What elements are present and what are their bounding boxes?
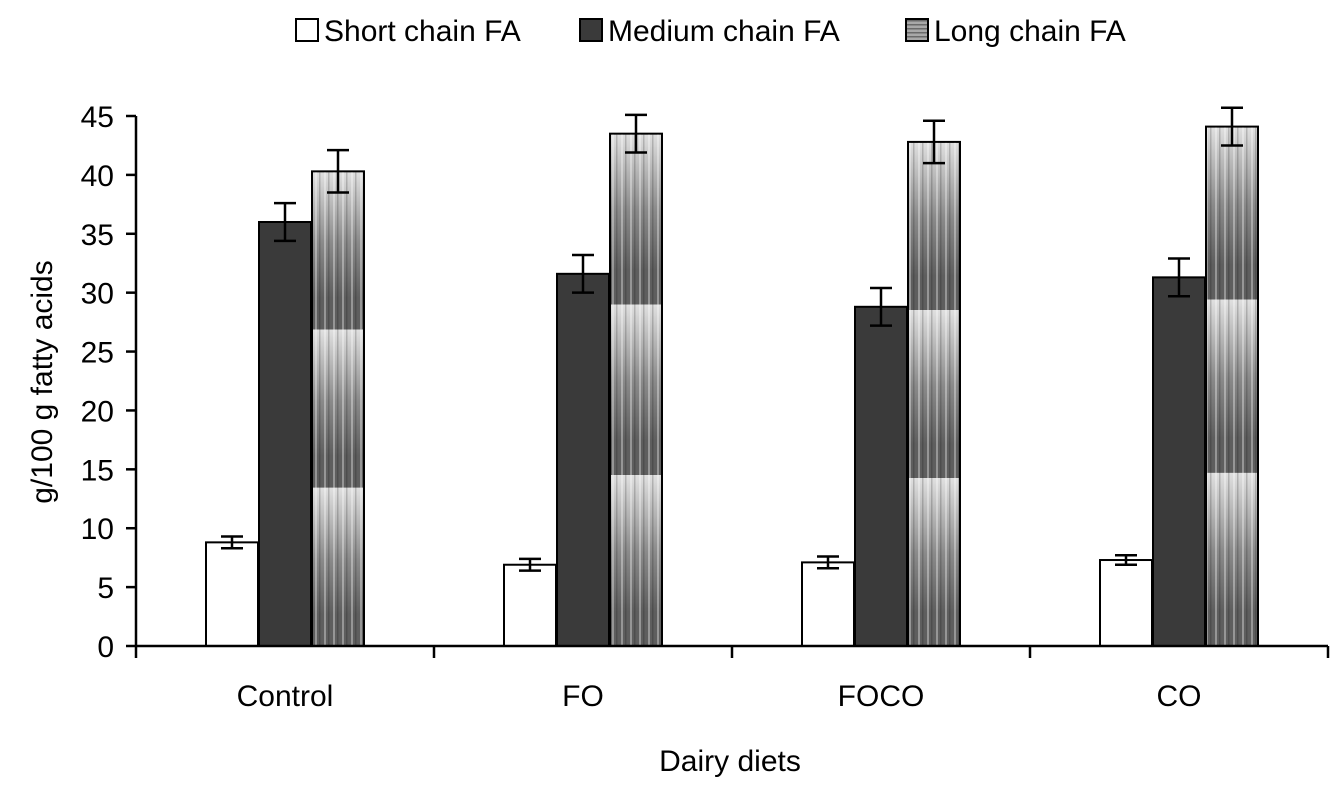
error-bar-short-chain-fa-fo bbox=[519, 557, 541, 572]
error-bar-long-chain-fa-co bbox=[1221, 106, 1243, 147]
y-tick-label-40: 40 bbox=[81, 160, 114, 193]
y-tick-label-45: 45 bbox=[81, 101, 114, 134]
error-bar-long-chain-fa-foco bbox=[923, 119, 945, 165]
error-bars-layer bbox=[221, 106, 1243, 572]
bar-medium-chain-fa-co bbox=[1152, 276, 1206, 647]
error-bar-medium-chain-fa-control bbox=[274, 201, 296, 243]
bar-long-chain-fa-control-stripes bbox=[313, 172, 363, 645]
bars-layer bbox=[205, 125, 1259, 648]
y-tick-label-20: 20 bbox=[81, 395, 114, 428]
error-bar-medium-chain-fa-foco bbox=[870, 286, 892, 327]
y-tick-label-35: 35 bbox=[81, 219, 114, 252]
legend-swatch-medium-chain bbox=[579, 18, 603, 42]
bar-short-chain-fa-foco bbox=[801, 561, 855, 648]
x-tick-label-co: CO bbox=[1157, 680, 1202, 713]
y-tick-label-25: 25 bbox=[81, 337, 114, 370]
legend-swatch-short-chain bbox=[295, 18, 319, 42]
x-axis-title: Dairy diets bbox=[659, 745, 801, 778]
bar-short-chain-fa-control bbox=[205, 541, 259, 647]
error-bar-short-chain-fa-control bbox=[221, 535, 243, 550]
bar-medium-chain-fa-foco bbox=[854, 305, 908, 647]
error-bar-short-chain-fa-co bbox=[1115, 554, 1137, 566]
legend-label-long-chain: Long chain FA bbox=[934, 15, 1126, 48]
x-tick-label-foco: FOCO bbox=[838, 680, 925, 713]
x-tick-label-control: Control bbox=[237, 680, 334, 713]
bar-long-chain-fa-fo-stripes bbox=[611, 134, 661, 645]
error-bar-short-chain-fa-foco bbox=[817, 555, 839, 570]
bar-short-chain-fa-fo bbox=[503, 563, 557, 648]
y-tick-label-15: 15 bbox=[81, 454, 114, 487]
legend-swatch-long-chain bbox=[905, 18, 929, 42]
y-tick-label-30: 30 bbox=[81, 278, 114, 311]
bar-medium-chain-fa-control bbox=[258, 221, 312, 647]
tick-labels-layer: Control FO FOCO CO 0 5 10 15 20 25 30 35 40 45 bbox=[81, 101, 1202, 713]
x-tick-label-fo: FO bbox=[562, 680, 604, 713]
error-bar-long-chain-fa-control bbox=[327, 148, 349, 194]
y-axis-title: g/100 g fatty acids bbox=[26, 260, 59, 504]
error-bar-medium-chain-fa-co bbox=[1168, 257, 1190, 298]
error-bar-medium-chain-fa-fo bbox=[572, 253, 594, 294]
bar-long-chain-fa-co-stripes bbox=[1207, 127, 1257, 646]
legend: Short chain FA Medium chain FA Long chai… bbox=[295, 15, 1126, 48]
y-tick-label-10: 10 bbox=[81, 513, 114, 546]
legend-label-medium-chain: Medium chain FA bbox=[608, 15, 840, 48]
bar-short-chain-fa-co bbox=[1099, 559, 1153, 647]
y-tick-label-0: 0 bbox=[97, 631, 114, 664]
error-bar-long-chain-fa-fo bbox=[625, 113, 647, 154]
axes-layer bbox=[126, 114, 1330, 658]
bar-medium-chain-fa-fo bbox=[556, 272, 610, 647]
bar-long-chain-fa-foco-stripes bbox=[909, 142, 959, 645]
y-tick-label-5: 5 bbox=[97, 572, 114, 605]
legend-label-short-chain: Short chain FA bbox=[324, 15, 521, 48]
